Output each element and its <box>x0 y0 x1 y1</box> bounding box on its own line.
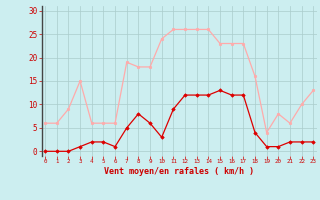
X-axis label: Vent moyen/en rafales ( km/h ): Vent moyen/en rafales ( km/h ) <box>104 167 254 176</box>
